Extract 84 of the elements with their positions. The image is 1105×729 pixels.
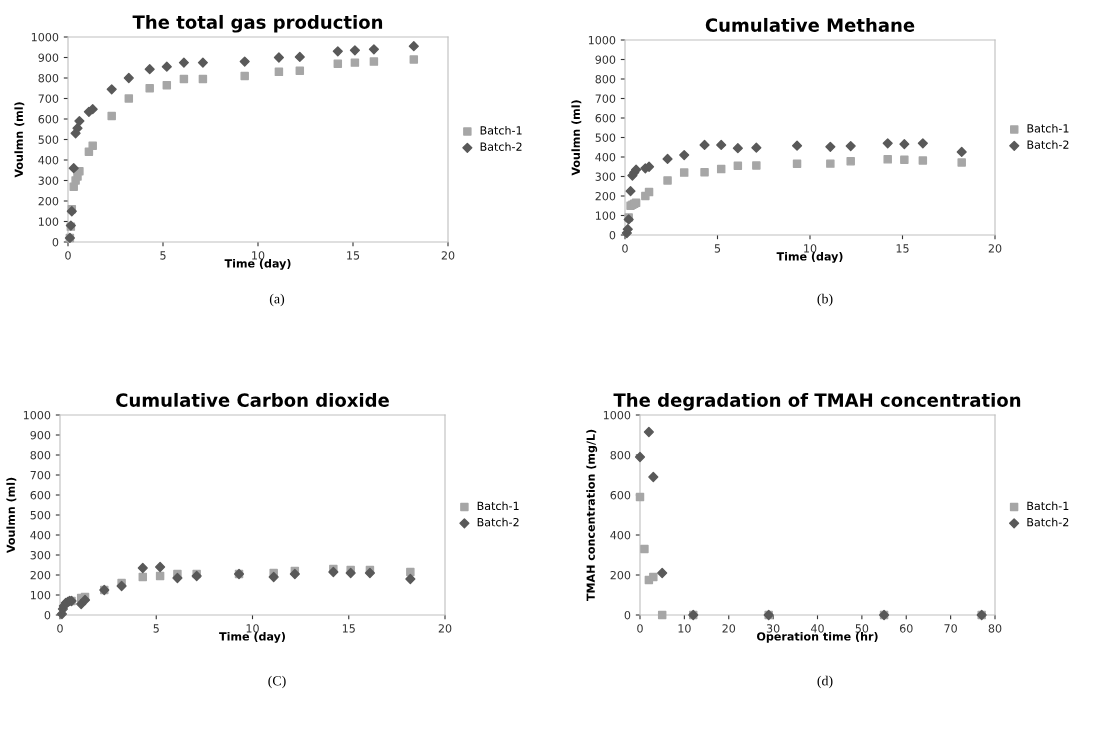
y-axis-title: Voulmn (ml): [14, 102, 25, 178]
y-tick-label: 600: [610, 490, 631, 500]
x-tick-label: 20: [438, 624, 452, 633]
y-tick-label: 400: [30, 530, 51, 540]
y-tick-label: 200: [38, 196, 59, 206]
y-tick-label: 1000: [31, 32, 59, 42]
y-tick-label: 900: [30, 430, 51, 440]
y-tick-label: 100: [595, 211, 616, 220]
x-tick-label: 0: [637, 624, 643, 633]
y-tick-label: 600: [30, 490, 51, 500]
y-tick-label: 1000: [603, 410, 631, 420]
y-tick-label: 0: [624, 610, 631, 620]
legend-label: Batch-2: [477, 517, 519, 527]
text: (a): [269, 293, 285, 307]
y-tick-label: 800: [610, 450, 631, 460]
y-tick-label: 500: [30, 510, 51, 520]
x-tick-label: 0: [65, 251, 71, 260]
chart-title: Cumulative Carbon dioxide: [116, 392, 389, 407]
y-tick-label: 600: [38, 114, 59, 124]
legend-label: Batch-2: [480, 142, 522, 151]
x-axis-title: Time (day): [224, 259, 291, 270]
y-tick-label: 300: [38, 176, 59, 185]
x-tick-label: 50: [855, 624, 869, 633]
text: (C): [268, 675, 286, 689]
y-tick-label: 500: [38, 135, 59, 144]
x-tick-label: 10: [246, 624, 259, 633]
y-tick-label: 800: [595, 74, 616, 84]
y-tick-label: 400: [595, 152, 616, 162]
y-tick-label: 700: [30, 470, 51, 480]
x-tick-label: 40: [810, 624, 824, 633]
legend-label: Batch-1: [1027, 501, 1069, 511]
y-tick-label: 200: [30, 570, 51, 580]
y-tick-label: 800: [38, 73, 59, 83]
text: (b): [817, 293, 833, 307]
y-tick-label: 100: [30, 590, 51, 600]
chart-title: The degradation of TMAH concentration: [613, 392, 1021, 411]
x-tick-label: 20: [722, 624, 736, 633]
legend-label: Batch-1: [1027, 123, 1069, 133]
chart-title: Cumulative Methane: [705, 17, 915, 32]
x-axis-title: Operation time (hr): [757, 632, 878, 643]
y-tick-label: 200: [595, 191, 616, 201]
legend-label: Batch-2: [1027, 517, 1069, 527]
y-tick-label: 1000: [23, 410, 51, 420]
y-axis-title: TMAH concentration (mg/L): [586, 429, 598, 602]
x-tick-label: 20: [441, 251, 455, 260]
text: (d): [817, 675, 833, 689]
x-tick-label: 30: [766, 624, 780, 633]
x-tick-label: 10: [804, 244, 817, 253]
x-tick-label: 70: [944, 624, 957, 633]
chart-title: The total gas production: [132, 14, 383, 33]
y-tick-label: 600: [595, 113, 616, 123]
y-axis-title: Voulmn (ml): [6, 477, 17, 554]
x-tick-label: 15: [342, 624, 355, 633]
y-tick-label: 0: [609, 230, 616, 240]
y-tick-label: 300: [595, 172, 616, 181]
x-tick-label: 5: [714, 244, 721, 253]
y-tick-label: 1000: [588, 35, 616, 45]
y-tick-label: 800: [30, 450, 51, 460]
y-tick-label: 900: [38, 53, 59, 62]
x-tick-label: 5: [160, 251, 166, 260]
x-tick-label: 60: [899, 624, 913, 633]
x-axis-title: Time (day): [776, 252, 843, 263]
x-tick-label: 15: [347, 251, 360, 260]
x-tick-label: 20: [988, 244, 1002, 253]
legend-label: Batch-1: [480, 125, 522, 135]
x-tick-label: 5: [153, 624, 159, 633]
y-tick-label: 100: [38, 217, 59, 226]
y-tick-label: 900: [595, 55, 616, 64]
legend-label: Batch-2: [1027, 140, 1069, 149]
y-axis-title: Voulmn (ml): [571, 100, 582, 176]
x-tick-label: 10: [678, 624, 691, 633]
y-tick-label: 700: [38, 94, 59, 103]
y-tick-label: 400: [38, 155, 59, 165]
x-tick-label: 10: [252, 251, 265, 260]
x-tick-label: 80: [988, 624, 1002, 633]
y-tick-label: 400: [610, 530, 631, 540]
legend-label: Batch-1: [477, 501, 519, 511]
x-tick-label: 15: [896, 244, 909, 253]
y-tick-label: 0: [44, 610, 51, 620]
y-tick-label: 700: [595, 94, 616, 103]
x-axis-title: Time (day): [219, 632, 285, 643]
y-tick-label: 500: [595, 133, 616, 142]
y-tick-label: 200: [610, 570, 631, 580]
y-tick-label: 300: [30, 550, 51, 560]
